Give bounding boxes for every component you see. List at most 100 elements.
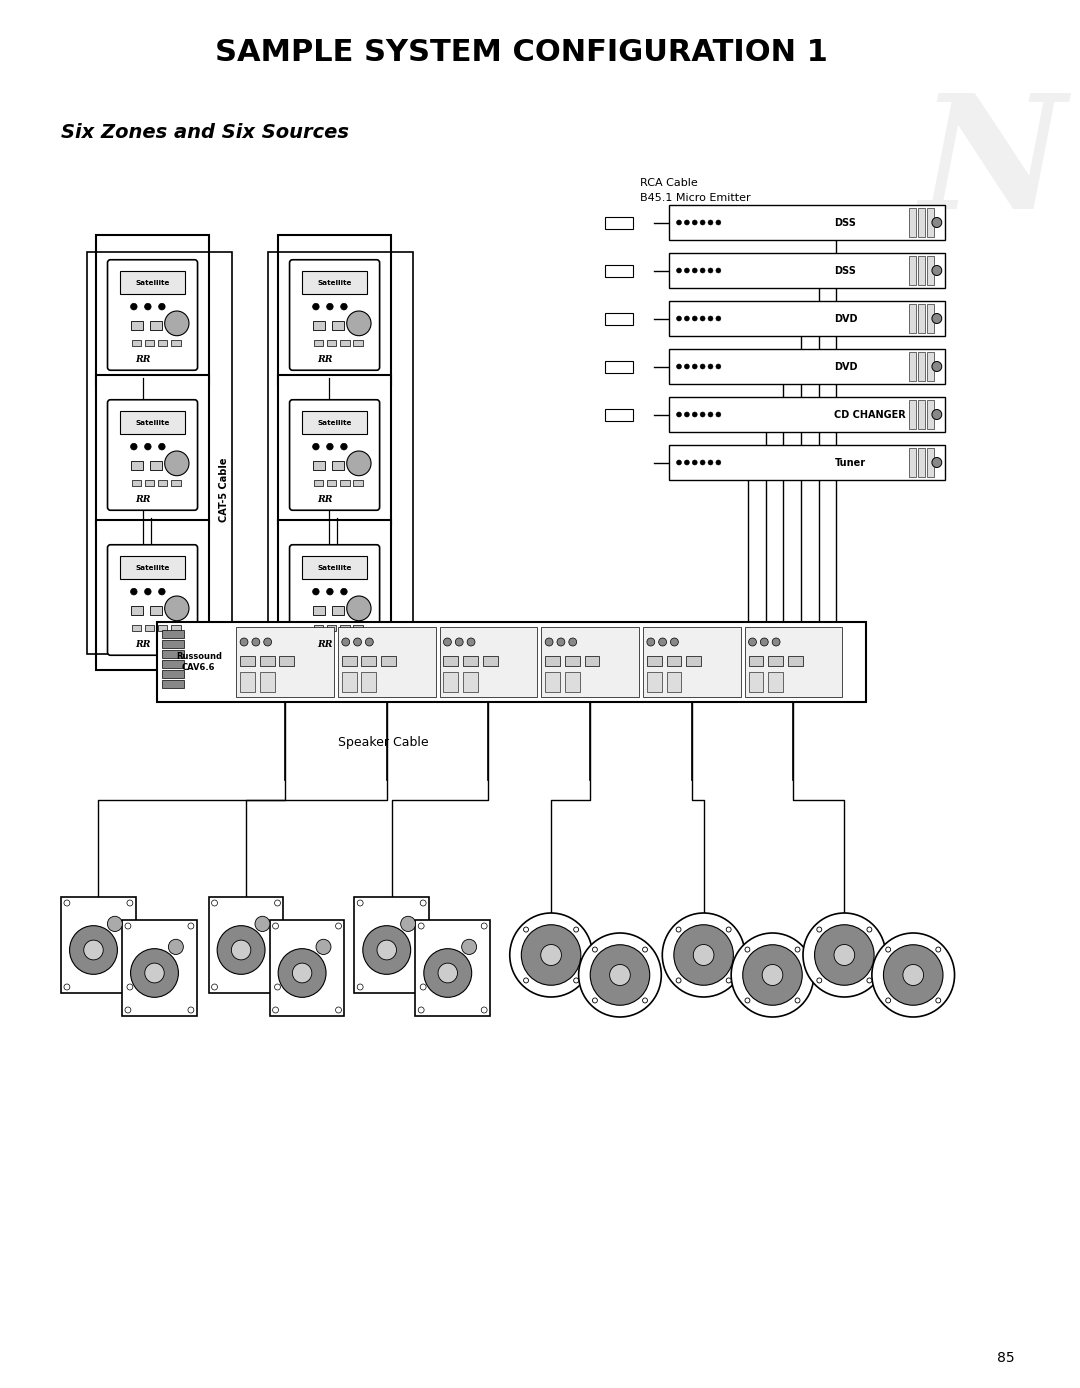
Circle shape — [340, 304, 347, 310]
Bar — [918, 208, 926, 237]
Bar — [270, 920, 345, 1016]
Bar — [145, 626, 154, 632]
Bar — [444, 672, 458, 693]
Bar — [158, 622, 866, 702]
Circle shape — [676, 364, 681, 369]
Circle shape — [816, 927, 822, 933]
Circle shape — [217, 926, 265, 974]
Circle shape — [593, 998, 597, 1004]
Circle shape — [692, 316, 698, 321]
Bar — [327, 340, 337, 346]
Bar — [158, 480, 167, 486]
Circle shape — [127, 899, 133, 906]
Circle shape — [573, 979, 579, 983]
Bar — [340, 480, 350, 486]
Circle shape — [743, 945, 802, 1005]
Bar — [158, 626, 167, 632]
Circle shape — [272, 923, 279, 929]
Circle shape — [676, 268, 681, 273]
Circle shape — [468, 638, 475, 645]
Text: RR: RR — [318, 496, 333, 504]
Circle shape — [726, 927, 731, 933]
Circle shape — [685, 364, 689, 369]
Circle shape — [647, 638, 654, 645]
Bar — [208, 897, 283, 992]
Circle shape — [643, 998, 648, 1004]
Bar — [96, 520, 210, 670]
Bar — [120, 271, 186, 294]
Circle shape — [772, 638, 780, 645]
Circle shape — [524, 927, 528, 933]
FancyBboxPatch shape — [289, 544, 379, 655]
Text: RR: RR — [135, 640, 151, 650]
Circle shape — [357, 984, 363, 990]
Circle shape — [131, 589, 137, 595]
Circle shape — [662, 913, 745, 997]
FancyBboxPatch shape — [289, 260, 379, 371]
Circle shape — [482, 923, 487, 929]
Circle shape — [692, 459, 698, 465]
Circle shape — [726, 979, 731, 983]
Bar — [744, 627, 842, 697]
Bar — [354, 897, 429, 992]
Circle shape — [716, 316, 720, 321]
Bar — [918, 353, 926, 380]
Bar — [463, 657, 478, 666]
Circle shape — [145, 443, 151, 450]
Circle shape — [685, 268, 689, 273]
Circle shape — [64, 984, 70, 990]
Circle shape — [731, 933, 814, 1017]
Circle shape — [814, 924, 874, 985]
Bar — [132, 340, 141, 346]
Bar — [670, 205, 945, 240]
Circle shape — [932, 314, 942, 323]
Circle shape — [745, 947, 750, 952]
Bar — [927, 400, 934, 429]
Bar — [670, 253, 945, 287]
Circle shape — [700, 364, 705, 369]
Bar — [96, 235, 210, 384]
Circle shape — [935, 947, 941, 952]
Circle shape — [685, 316, 689, 321]
Bar — [132, 626, 141, 632]
Bar — [340, 340, 350, 346]
Text: RCA Cable: RCA Cable — [639, 178, 698, 187]
Bar — [463, 672, 478, 693]
Circle shape — [438, 963, 458, 983]
Circle shape — [692, 412, 698, 416]
Bar — [353, 480, 363, 486]
Circle shape — [312, 443, 320, 450]
Text: CAT-5 Cable: CAT-5 Cable — [219, 458, 229, 522]
Circle shape — [676, 979, 681, 983]
Bar — [605, 361, 633, 372]
Circle shape — [255, 916, 270, 931]
Bar — [301, 557, 367, 579]
Circle shape — [456, 638, 463, 645]
Circle shape — [418, 1008, 424, 1013]
Bar — [120, 411, 186, 434]
Bar — [444, 657, 458, 666]
Circle shape — [336, 1008, 341, 1013]
FancyBboxPatch shape — [108, 260, 198, 371]
Bar — [605, 312, 633, 325]
Circle shape — [131, 304, 137, 310]
Circle shape — [676, 459, 681, 465]
Circle shape — [336, 923, 341, 929]
Bar — [666, 657, 681, 666]
Bar — [927, 304, 934, 333]
Circle shape — [482, 1008, 487, 1013]
Circle shape — [886, 998, 891, 1004]
Circle shape — [274, 984, 281, 990]
Text: RR: RR — [318, 640, 333, 650]
Bar — [909, 304, 916, 333]
Bar — [162, 650, 184, 658]
Bar — [909, 255, 916, 285]
Bar — [918, 255, 926, 285]
Circle shape — [573, 927, 579, 933]
Bar — [145, 340, 154, 346]
Bar — [301, 411, 367, 434]
Bar — [768, 672, 783, 693]
Bar — [314, 626, 323, 632]
Text: Russound
CAV6.6: Russound CAV6.6 — [176, 652, 221, 672]
Circle shape — [312, 304, 320, 310]
